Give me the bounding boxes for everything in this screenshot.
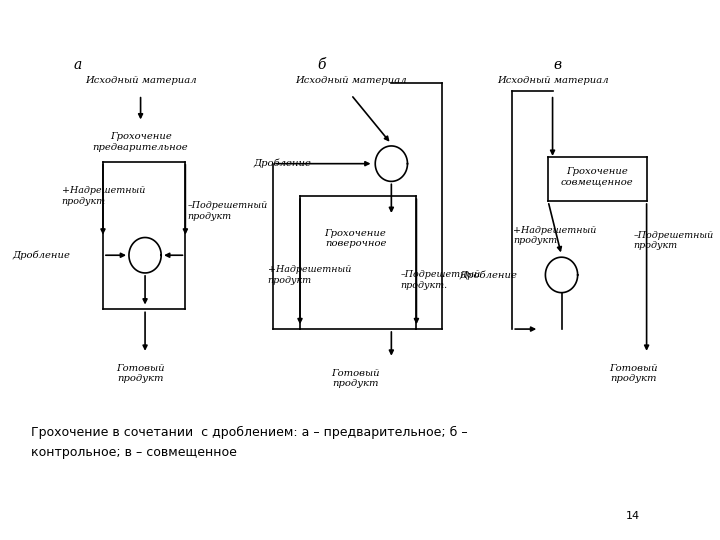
Text: Исходный материал: Исходный материал (497, 77, 608, 85)
Text: Грохочение в сочетании  с дроблением: а – предварительное; б –: Грохочение в сочетании с дроблением: а –… (31, 426, 468, 439)
Text: +Надрешетный
продукт: +Надрешетный продукт (513, 226, 597, 245)
Text: 14: 14 (626, 511, 640, 521)
Text: Готовый
продукт: Готовый продукт (116, 363, 165, 383)
Text: б: б (318, 58, 325, 72)
Text: Грохочение
предварительное: Грохочение предварительное (93, 132, 189, 152)
Text: Готовый
продукт: Готовый продукт (331, 369, 380, 388)
Text: –Подрешетный
продукт: –Подрешетный продукт (633, 231, 714, 250)
Text: Дробление: Дробление (253, 159, 311, 168)
Text: –Подрешетный
продукт.: –Подрешетный продукт. (400, 270, 480, 289)
Text: Дробление: Дробление (13, 251, 71, 260)
Text: контрольное; в – совмещенное: контрольное; в – совмещенное (31, 446, 237, 458)
Text: Дробление: Дробление (459, 270, 517, 280)
Text: Исходный материал: Исходный материал (295, 77, 407, 85)
Text: Грохочение
поверочное: Грохочение поверочное (325, 229, 387, 248)
Text: а: а (73, 58, 82, 72)
Text: Грохочение
совмещенное: Грохочение совмещенное (561, 167, 634, 186)
Text: Готовый
продукт: Готовый продукт (609, 363, 657, 383)
Text: +Надрешетный
продукт: +Надрешетный продукт (62, 186, 145, 206)
Text: –Подрешетный
продукт: –Подрешетный продукт (187, 201, 267, 221)
Text: в: в (553, 58, 561, 72)
Text: Исходный материал: Исходный материал (85, 77, 197, 85)
Text: +Надрешетный
продукт: +Надрешетный продукт (268, 265, 351, 285)
